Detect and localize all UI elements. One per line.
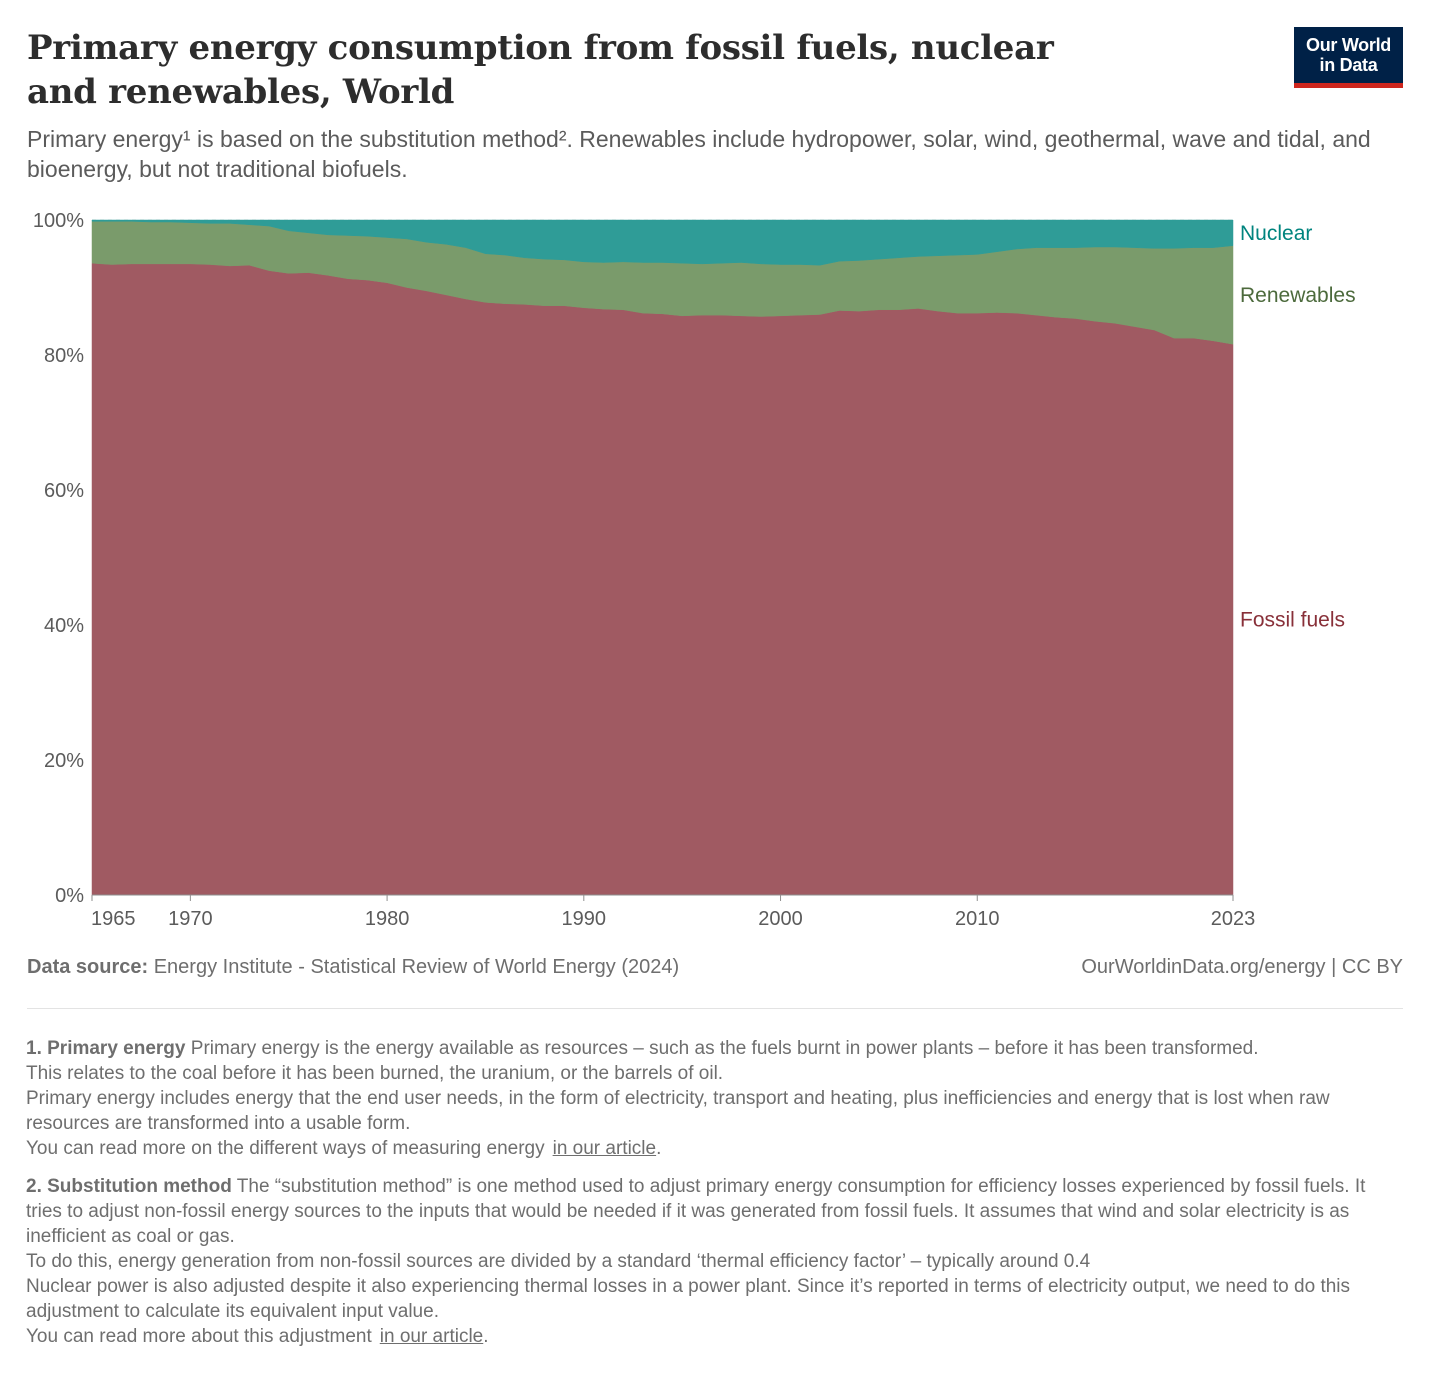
footnote-substitution-method: 2. Substitution method The “substitution… — [26, 1174, 1406, 1349]
chart-title: Primary energy consumption from fossil f… — [27, 28, 1054, 112]
footnote-1-title: 1. Primary energy — [26, 1038, 186, 1059]
footnote-2-text-1: The “substitution method” is one method … — [26, 1176, 1366, 1247]
footnote-primary-energy: 1. Primary energy Primary energy is the … — [26, 1036, 1406, 1161]
owid-logo[interactable]: Our World in Data — [1294, 27, 1403, 88]
logo-line-2: in Data — [1319, 55, 1378, 75]
footnote-1-text-3: Primary energy includes energy that the … — [26, 1088, 1330, 1134]
area-fossil-fuels — [91, 262, 1234, 896]
footnotes: 1. Primary energy Primary energy is the … — [26, 1036, 1406, 1362]
license-text: | CC BY — [1331, 956, 1403, 978]
y-tick-label: 100% — [33, 210, 84, 232]
series-label-fossil-fuels: Fossil fuels — [1240, 609, 1345, 632]
x-tick-label: 2023 — [1211, 908, 1256, 930]
area-series — [91, 219, 1234, 896]
footnote-1-text-4: You can read more on the different ways … — [26, 1138, 545, 1159]
axes: 0% 20% 40% 60% 80% 100% 1965 1970 1980 1990 2000 20… — [33, 210, 1255, 930]
footnote-2-text-2: To do this, energy generation from non-f… — [26, 1251, 1091, 1272]
chart-subtitle: Primary energy¹ is based on the substitu… — [27, 126, 1371, 182]
footnote-2-article-link[interactable]: in our article — [379, 1326, 484, 1347]
x-tick-label: 2000 — [758, 908, 803, 930]
area-nuclear — [91, 219, 1234, 266]
data-source-text: Energy Institute - Statistical Review of… — [153, 956, 680, 978]
footnote-1-article-link[interactable]: in our article — [552, 1138, 657, 1159]
y-tick-label: 80% — [44, 345, 84, 367]
y-tick-label: 60% — [44, 480, 84, 502]
x-tick-label: 1970 — [168, 908, 213, 930]
data-source-label: Data source: — [27, 956, 149, 978]
data-source: Data source: Energy Institute - Statisti… — [27, 956, 679, 979]
series-label-nuclear: Nuclear — [1240, 222, 1312, 245]
y-tick-label: 20% — [44, 750, 84, 772]
area-chart: 0% 20% 40% 60% 80% 100% 1965 1970 1980 1990 2000 20… — [33, 210, 1356, 930]
credit: OurWorldinData.org/energy | CC BY — [1081, 956, 1403, 979]
x-tick-label: 2010 — [955, 908, 1000, 930]
x-tick-label: 1980 — [365, 908, 410, 930]
footer-divider — [27, 1008, 1403, 1009]
footnote-1-text-2: This relates to the coal before it has b… — [26, 1063, 724, 1084]
y-tick-label: 0% — [55, 885, 84, 907]
footnote-1-text-1: Primary energy is the energy available a… — [190, 1038, 1259, 1059]
series-labels: Fossil fuels Renewables Nuclear — [1240, 222, 1356, 632]
owid-url-link[interactable]: OurWorldinData.org/energy — [1081, 956, 1326, 978]
x-tick-label: 1965 — [91, 908, 136, 930]
x-tick-label: 1990 — [562, 908, 607, 930]
footnote-2-title: 2. Substitution method — [26, 1176, 232, 1197]
logo-line-1: Our World — [1306, 35, 1391, 55]
footnote-2-text-3: Nuclear power is also adjusted despite i… — [26, 1276, 1351, 1322]
y-tick-label: 40% — [44, 615, 84, 637]
footnote-2-text-4: You can read more about this adjustment — [26, 1326, 372, 1347]
series-label-renewables: Renewables — [1240, 284, 1356, 307]
